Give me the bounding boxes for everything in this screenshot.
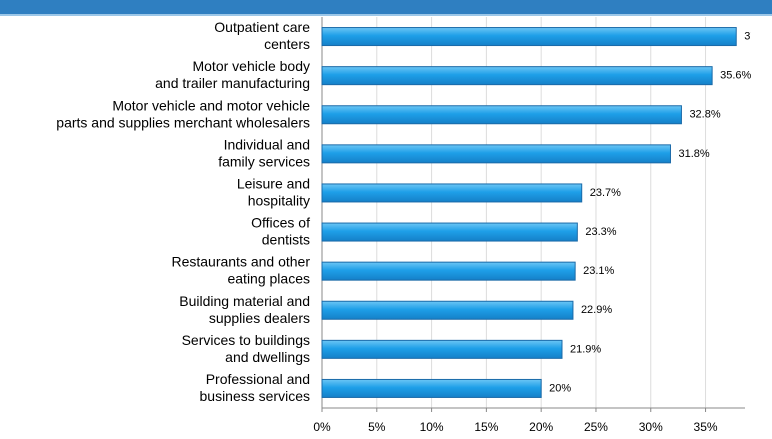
category-label-line: Motor vehicle and motor vehicle: [112, 97, 310, 113]
category-label-line: Restaurants and other: [171, 253, 310, 269]
category-label: Services to buildings and dwellings: [182, 332, 310, 365]
bar: [321, 105, 682, 125]
category-label-line: Professional and: [206, 371, 310, 387]
bar: [321, 27, 737, 47]
category-label: Individual and family services: [218, 136, 310, 169]
category-label: Restaurants and other eating places: [171, 253, 310, 286]
category-label-line: and dwellings: [225, 349, 310, 365]
value-label: 23.7%: [590, 187, 621, 199]
category-label-line: dentists: [262, 231, 310, 247]
category-label-line: supplies dealers: [209, 309, 310, 325]
bar: [321, 144, 671, 164]
value-label: 35.6%: [720, 70, 751, 82]
bar: [321, 66, 713, 86]
category-label-line: and trailer manufacturing: [155, 75, 310, 91]
value-label: 31.8%: [678, 148, 709, 160]
value-label: 32.8%: [689, 109, 720, 121]
category-label: Offices of dentists: [251, 214, 310, 247]
value-label: 22.9%: [581, 304, 612, 316]
header-bar: [0, 0, 772, 14]
category-label-line: Leisure and: [237, 175, 310, 191]
category-label-line: Offices of: [251, 214, 310, 230]
bar: [321, 261, 576, 281]
x-tick-label: 20%: [529, 420, 553, 434]
x-tick-label: 35%: [694, 420, 718, 434]
value-label: 21.9%: [570, 343, 601, 355]
category-label: Professional and business services: [200, 371, 311, 404]
category-label-line: Individual and: [224, 136, 310, 152]
category-label-line: Building material and: [179, 292, 310, 308]
value-label: 20%: [549, 382, 571, 394]
x-tick-label: 5%: [368, 420, 386, 434]
category-label-line: Services to buildings: [182, 332, 310, 348]
value-label: 23.1%: [583, 265, 614, 277]
x-tick-label: 25%: [584, 420, 608, 434]
category-label: Motor vehicle and motor vehicle parts and…: [56, 97, 310, 130]
category-label-line: business services: [200, 388, 311, 404]
x-tick-label: 15%: [474, 420, 498, 434]
category-label-line: hospitality: [248, 192, 310, 208]
value-label: 37.8%: [744, 30, 772, 42]
category-label: Leisure and hospitality: [237, 175, 310, 208]
plot-area: 0% 5% 10% 15% 20% 25% 30% 35% Outpatient care cen…: [56, 17, 772, 434]
x-tick-label: 0%: [313, 420, 331, 434]
value-label: 23.3%: [585, 226, 616, 238]
bar: [321, 339, 563, 359]
category-label: Building material and supplies dealers: [179, 292, 310, 325]
bar: [321, 378, 542, 398]
category-label-line: Motor vehicle body: [192, 58, 310, 74]
category-label-line: family services: [218, 153, 310, 169]
bar: [321, 183, 583, 203]
category-label: Motor vehicle body and trailer manufactur…: [155, 58, 310, 91]
category-label: Outpatient care centers: [214, 19, 310, 52]
category-label-line: parts and supplies merchant wholesalers: [56, 114, 310, 130]
x-tick-label: 10%: [420, 420, 444, 434]
bar: [321, 222, 578, 242]
category-label-line: eating places: [227, 270, 310, 286]
category-label-line: centers: [264, 36, 310, 52]
header-rule: [0, 14, 772, 16]
x-tick-label: 30%: [639, 420, 663, 434]
category-label-line: Outpatient care: [214, 19, 310, 35]
bar: [321, 300, 574, 320]
